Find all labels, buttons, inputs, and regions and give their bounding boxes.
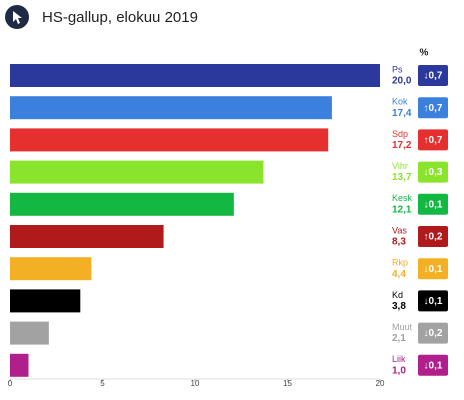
change-label: ↓0,1: [424, 199, 443, 210]
x-tick-label: 10: [191, 379, 200, 388]
x-tick-label: 15: [283, 379, 292, 388]
bar: [10, 192, 234, 216]
bar: [10, 289, 81, 313]
bar: [10, 321, 49, 345]
change-box: [418, 322, 448, 344]
party-name: Liik: [392, 354, 406, 364]
party-name: Sdp: [392, 129, 408, 139]
change-header: %: [420, 48, 429, 59]
value-label: 8,3: [392, 237, 406, 248]
change-label: ↑0,2: [424, 232, 443, 243]
change-label: ↑0,7: [424, 135, 443, 146]
value-label: 2,1: [392, 333, 406, 344]
party-name: Muut: [392, 322, 413, 332]
change-label: ↓0,3: [424, 167, 443, 178]
party-name: Kesk: [392, 193, 413, 203]
value-label: 17,4: [392, 108, 412, 119]
cursor-glyph: [13, 11, 22, 24]
change-box: [418, 97, 448, 119]
bar: [10, 257, 92, 281]
party-name: Rkp: [392, 258, 408, 268]
value-label: 12,1: [392, 204, 412, 215]
change-box: [418, 226, 448, 247]
bar: [10, 225, 164, 248]
party-name: Ps: [392, 64, 403, 74]
x-tick-label: 20: [376, 379, 385, 388]
value-label: 17,2: [392, 140, 412, 151]
party-name: Vihr: [392, 161, 408, 171]
change-label: ↓0,1: [424, 296, 443, 307]
change-box: [418, 354, 448, 376]
change-box: [418, 290, 448, 312]
bar: [10, 353, 29, 377]
menu-icon[interactable]: [5, 5, 29, 29]
party-name: Kok: [392, 97, 408, 107]
bar: [10, 128, 329, 152]
bar: [10, 160, 264, 184]
bar: [10, 64, 380, 87]
party-name: Kd: [392, 290, 403, 300]
bar: [10, 96, 332, 120]
change-label: ↓0,1: [424, 264, 443, 275]
change-box: [418, 129, 448, 151]
value-label: 20,0: [392, 76, 412, 87]
change-label: ↓0,1: [424, 360, 443, 371]
change-box: [418, 258, 448, 280]
change-label: ↓0,2: [424, 328, 443, 339]
change-label: ↓0,7: [424, 71, 443, 82]
value-label: 13,7: [392, 172, 412, 183]
change-box: [418, 161, 448, 183]
change-label: ↑0,7: [424, 103, 443, 114]
change-box: [418, 65, 448, 86]
x-tick-label: 0: [8, 379, 13, 388]
chart-title: HS-gallup, elokuu 2019: [42, 9, 198, 26]
change-box: [418, 193, 448, 215]
value-label: 3,8: [392, 301, 406, 312]
value-label: 1,0: [392, 365, 406, 376]
party-name: Vas: [392, 225, 407, 235]
x-tick-label: 5: [100, 379, 105, 388]
value-label: 4,4: [392, 269, 406, 280]
